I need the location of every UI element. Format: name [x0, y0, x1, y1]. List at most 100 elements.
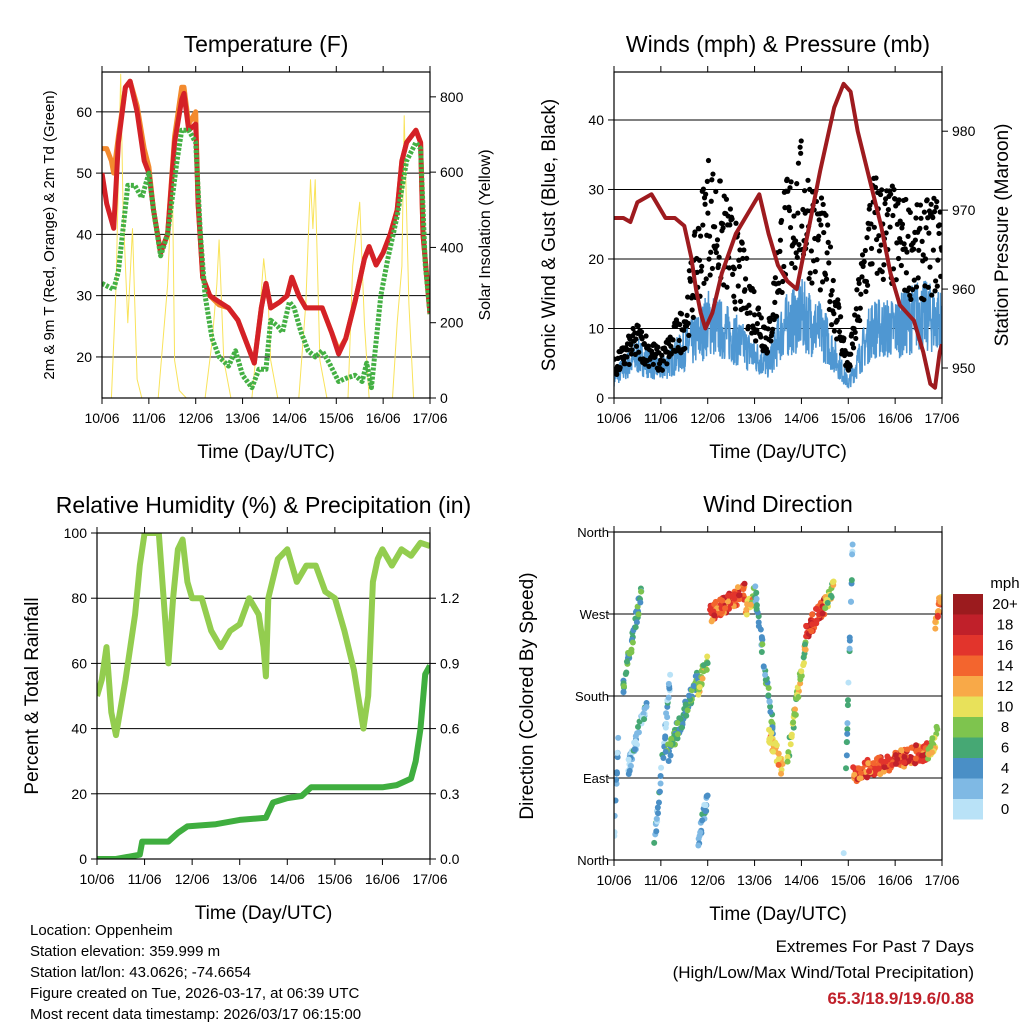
- wind-direction-point: [743, 611, 750, 618]
- y-tick-label: South: [575, 689, 609, 704]
- y-tick-label: 80: [71, 590, 87, 606]
- gust-point: [629, 347, 635, 353]
- gust-point: [694, 269, 700, 275]
- gust-point: [896, 197, 902, 203]
- gust-point: [751, 288, 757, 295]
- x-axis-label: Time (Day/UTC): [709, 904, 847, 925]
- wind-direction-point: [809, 621, 816, 628]
- gust-point: [799, 223, 805, 229]
- x-tick-label: 11/06: [644, 872, 678, 888]
- wind-direction-point: [643, 703, 650, 710]
- wind-direction-point: [844, 726, 851, 733]
- wind-direction-point: [850, 764, 857, 771]
- gust-point: [795, 210, 801, 216]
- y-tick-label: North: [577, 525, 609, 540]
- gust-point: [888, 191, 894, 197]
- gust-point: [732, 299, 738, 305]
- gust-point: [821, 229, 827, 236]
- y-tick-label: 20: [588, 251, 604, 267]
- wind-direction-point: [651, 839, 658, 846]
- wind-direction-point: [857, 769, 864, 776]
- gust-point: [685, 294, 691, 300]
- wind-direction-point: [622, 671, 629, 678]
- gust-point: [890, 212, 896, 219]
- wind-direction-point: [666, 685, 673, 692]
- gust-point: [853, 306, 859, 312]
- legend-swatch: [953, 655, 983, 676]
- gust-point: [779, 289, 785, 296]
- gust-point: [828, 292, 834, 298]
- relative-humidity-line: [97, 533, 430, 739]
- station-info: Location: Oppenheim Station elevation: 3…: [30, 920, 361, 1025]
- wind-direction-point: [633, 619, 640, 626]
- wind-direction-point: [614, 812, 618, 819]
- gust-point: [831, 311, 837, 317]
- gust-point: [768, 338, 774, 344]
- gust-point: [777, 248, 783, 254]
- gust-point: [916, 247, 922, 253]
- wind-direction-point: [822, 605, 829, 612]
- x-tick-label: 10/06: [596, 410, 631, 426]
- gust-point: [823, 212, 829, 218]
- wind-direction-point: [704, 653, 711, 660]
- gust-point: [692, 229, 698, 235]
- gust-point: [643, 333, 649, 339]
- legend-swatch: [953, 676, 983, 697]
- gust-point: [690, 314, 696, 321]
- gust-point: [866, 226, 872, 232]
- y2-tick-label: 0: [440, 390, 448, 406]
- legend-swatch: [953, 696, 983, 717]
- gust-point: [903, 270, 909, 276]
- gust-point: [876, 233, 882, 239]
- wind-direction-point: [620, 688, 627, 695]
- gust-point: [793, 250, 799, 256]
- speed-legend: mph 20+ 18 16 14 12 10 8 6 4 2 0: [953, 575, 1020, 820]
- wind-direction-point: [635, 611, 642, 618]
- gust-point: [792, 265, 798, 271]
- wind-direction-point: [654, 804, 661, 811]
- gust-point: [678, 311, 685, 317]
- gust-point: [892, 196, 898, 202]
- gust-point: [714, 237, 721, 243]
- y2-tick-label: 0.3: [440, 786, 460, 802]
- gust-point: [934, 283, 940, 289]
- gust-point: [873, 175, 879, 181]
- gust-point: [933, 204, 939, 210]
- y2-tick-label: 0.6: [440, 721, 460, 737]
- gust-point: [864, 234, 870, 241]
- gust-point: [869, 261, 875, 267]
- plot-frame: [96, 532, 431, 860]
- wind-direction-point: [631, 739, 638, 746]
- wind-direction-point: [784, 753, 791, 760]
- gust-point: [925, 284, 931, 290]
- gust-point: [907, 209, 913, 216]
- gust-point: [816, 233, 822, 239]
- wind-direction-point: [762, 676, 769, 683]
- gust-point: [698, 268, 704, 274]
- wind-direction-point: [882, 758, 889, 765]
- wind-direction-point: [686, 692, 693, 699]
- y2-tick-label: 800: [440, 89, 464, 105]
- gust-point: [859, 252, 866, 258]
- gust-point: [624, 354, 630, 360]
- wind-direction-point: [658, 764, 665, 771]
- wind-direction-point: [614, 797, 619, 804]
- gust-point: [928, 201, 934, 207]
- wind-direction-point: [846, 637, 853, 644]
- legend-swatch: [953, 758, 983, 779]
- gust-point: [901, 241, 907, 247]
- wind-direction-point: [665, 680, 672, 687]
- gust-point: [858, 291, 864, 297]
- gust-point: [859, 274, 865, 280]
- gust-point: [921, 297, 927, 303]
- gust-point: [911, 246, 917, 252]
- gust-point: [850, 345, 857, 351]
- x-tick-label: 17/06: [412, 410, 447, 426]
- y2-tick-label: 970: [952, 202, 976, 218]
- wind-direction-point: [759, 641, 766, 648]
- gust-point: [808, 248, 814, 254]
- gust-point: [809, 280, 815, 286]
- gust-point: [717, 178, 723, 184]
- gust-point: [681, 327, 687, 333]
- gust-point: [744, 255, 750, 261]
